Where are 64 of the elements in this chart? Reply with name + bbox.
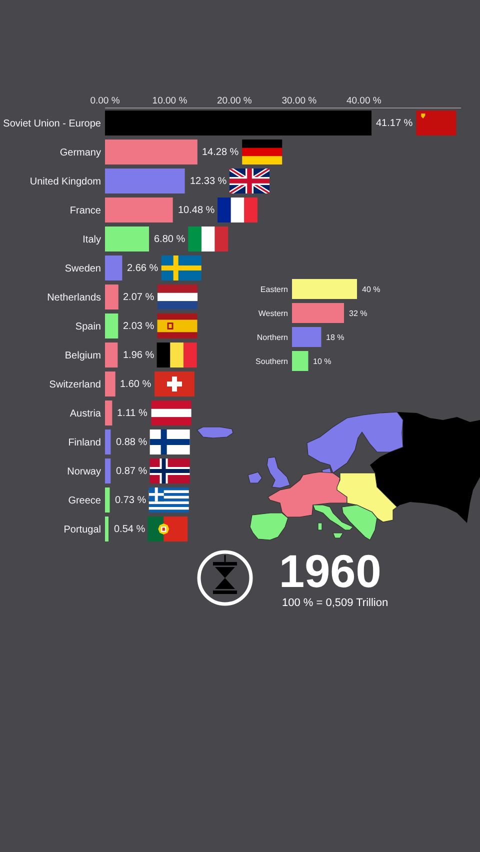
data-label: 32 % bbox=[349, 309, 368, 318]
x-tick-label: 20.00 % bbox=[217, 96, 252, 107]
data-label: 14.28 % bbox=[202, 147, 239, 158]
y-tick-label: Italy bbox=[82, 234, 101, 246]
y-tick-label: Finland bbox=[68, 438, 101, 448]
bar bbox=[105, 372, 116, 396]
data-label: 0.73 % bbox=[115, 495, 146, 506]
bar bbox=[105, 458, 111, 484]
y-tick-label: Portugal bbox=[64, 524, 101, 536]
bar bbox=[105, 314, 118, 338]
bar bbox=[292, 303, 344, 323]
data-label: 2.07 % bbox=[123, 292, 154, 303]
data-label: 2.66 % bbox=[127, 263, 158, 274]
data-label: 0.87 % bbox=[116, 466, 148, 477]
y-tick-label: Germany bbox=[60, 148, 101, 158]
data-label: 41.17 % bbox=[376, 118, 413, 129]
y-tick-label: Western bbox=[258, 308, 288, 318]
bar bbox=[105, 342, 118, 368]
y-tick-label: Southern bbox=[256, 356, 288, 366]
x-tick-label: 40.00 % bbox=[346, 96, 382, 107]
text: 100 % = 0,509 Trillion bbox=[282, 597, 388, 609]
y-tick-label: Soviet Union - Europe bbox=[3, 118, 102, 130]
y-tick-label: Austria bbox=[70, 408, 102, 420]
data-label: 40 % bbox=[362, 285, 380, 294]
y-tick-label: United Kingdom bbox=[30, 176, 101, 188]
data-label: 1.60 % bbox=[120, 379, 152, 390]
text: 1960 bbox=[279, 545, 382, 597]
bar bbox=[105, 140, 198, 164]
y-tick-label: Belgium bbox=[64, 350, 101, 362]
y-tick-label: Northern bbox=[256, 332, 288, 342]
y-tick-label: Eastern bbox=[260, 284, 288, 294]
bar bbox=[105, 110, 372, 136]
bar bbox=[292, 351, 308, 371]
x-tick-label: 10.00 % bbox=[152, 96, 188, 107]
bar bbox=[105, 284, 118, 310]
data-label: 10 % bbox=[313, 357, 332, 366]
bar bbox=[105, 488, 110, 512]
data-label: 2.03 % bbox=[123, 321, 154, 332]
data-label: 18 % bbox=[326, 333, 344, 342]
bar bbox=[105, 516, 108, 542]
x-tick-label: 30.00 % bbox=[282, 96, 318, 107]
bar bbox=[292, 327, 322, 347]
y-tick-label: Norway bbox=[67, 466, 101, 478]
bar bbox=[292, 279, 357, 299]
bar bbox=[105, 198, 173, 222]
y-tick-label: Netherlands bbox=[47, 292, 101, 304]
y-tick-label: Spain bbox=[75, 322, 101, 332]
data-label: 1.96 % bbox=[123, 350, 154, 361]
data-label: 1.11 % bbox=[117, 408, 148, 419]
data-label: 6.80 % bbox=[154, 234, 186, 245]
bar bbox=[105, 168, 185, 194]
y-tick-label: France bbox=[70, 206, 102, 216]
y-tick-label: Sweden bbox=[64, 264, 101, 274]
bar bbox=[105, 430, 111, 454]
bar bbox=[105, 226, 150, 252]
bar bbox=[105, 400, 112, 426]
data-label: 0.54 % bbox=[114, 524, 146, 535]
data-label: 10.48 % bbox=[178, 205, 215, 216]
x-tick-label: 0.00 % bbox=[90, 96, 120, 107]
y-tick-label: Greece bbox=[68, 496, 102, 506]
data-label: 12.33 % bbox=[190, 176, 227, 187]
data-label: 0.88 % bbox=[116, 437, 148, 448]
bar bbox=[105, 256, 122, 280]
y-tick-label: Switzerland bbox=[49, 380, 101, 390]
